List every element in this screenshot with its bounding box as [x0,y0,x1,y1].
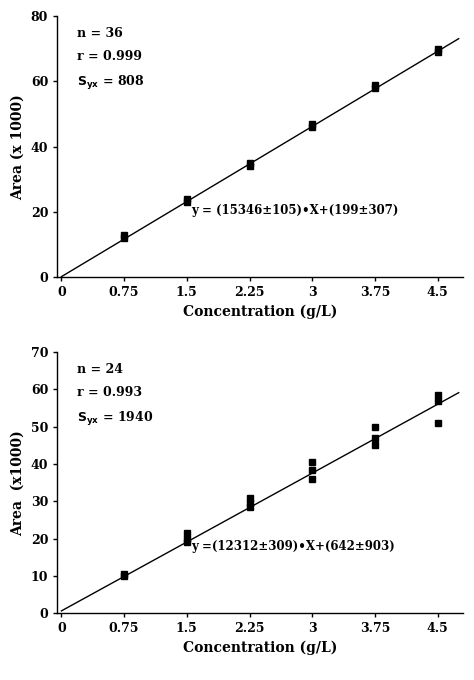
Text: $\mathbf{S_{yx}}$ = 1940: $\mathbf{S_{yx}}$ = 1940 [77,409,154,428]
Text: $\mathbf{S_{yx}}$ = 808: $\mathbf{S_{yx}}$ = 808 [77,73,145,92]
X-axis label: Concentration (g/L): Concentration (g/L) [183,305,337,320]
Text: n = 24: n = 24 [77,362,124,375]
Text: y =(12312±309)•X+(642±903): y =(12312±309)•X+(642±903) [191,540,395,553]
Y-axis label: Area (x 1000): Area (x 1000) [11,94,25,200]
Text: r = 0.999: r = 0.999 [77,50,143,63]
X-axis label: Concentration (g/L): Concentration (g/L) [183,641,337,656]
Text: r = 0.993: r = 0.993 [77,386,143,399]
Y-axis label: Area  (x1000): Area (x1000) [11,430,25,536]
Text: y = (15346±105)•X+(199±307): y = (15346±105)•X+(199±307) [191,204,399,217]
Text: n = 36: n = 36 [77,27,123,39]
